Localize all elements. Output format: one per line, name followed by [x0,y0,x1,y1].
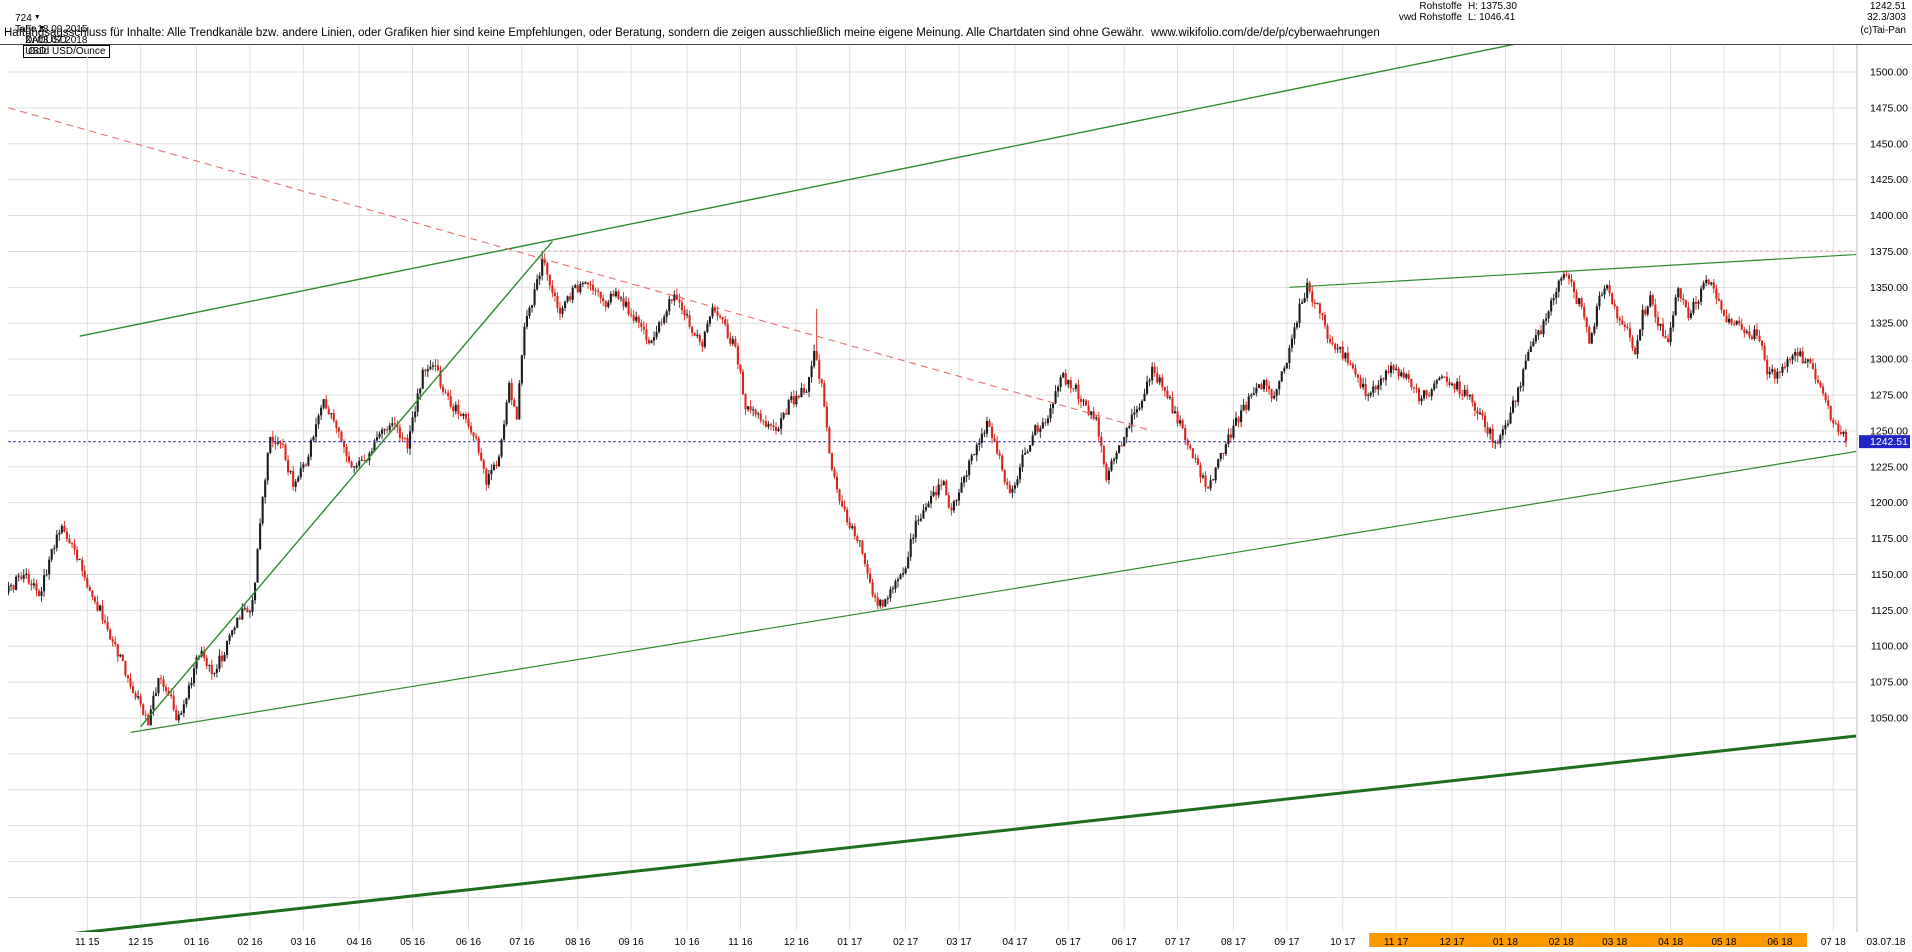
svg-text:11 17: 11 17 [1384,937,1409,948]
svg-text:1475.00: 1475.00 [1870,102,1908,114]
svg-text:12 15: 12 15 [128,937,153,948]
trendline-resistance-2018-green [1289,253,1856,288]
trendline-steep-2016-green [140,240,553,728]
currency-label: USD [25,46,47,57]
svg-text:06 18: 06 18 [1767,937,1792,948]
start-date: Fr 18.09.2015 [25,24,88,35]
svg-text:03 17: 03 17 [946,937,971,948]
grid-layer [8,46,1856,931]
svg-text:04 16: 04 16 [347,937,372,948]
price-axis: 1500.00 1475.00 1450.00 1425.00 1400.00 1375.… [1870,67,1908,725]
svg-text:01 16: 01 16 [184,937,209,948]
trendline-support-long-green [130,450,1856,733]
last-price-marker: 1242.51 [1859,435,1910,449]
svg-text:1500.00: 1500.00 [1870,67,1908,79]
trendline-support-thick-darkgreen [73,734,1856,932]
period-value: Tage [14,24,37,35]
svg-text:10 16: 10 16 [675,937,700,948]
end-date: Di 03.07.2018 [25,35,88,46]
svg-text:02 17: 02 17 [893,937,918,948]
header-left-row1: 724 ▼ Fr 18.09.2015 XAUUSD Gold USD/Ounce [4,1,111,68]
svg-text:02 16: 02 16 [237,937,262,948]
instrument-name-box: Gold USD/Ounce [23,45,111,58]
svg-text:06 16: 06 16 [456,937,481,948]
disclaimer-text: Haftungsausschluss für Inhalte: Alle Tre… [4,27,1380,39]
final-date-label: 03.07.18 [1867,937,1906,948]
svg-text:04 17: 04 17 [1002,937,1027,948]
period-high-value: H: 1375.30 [1468,1,1517,12]
svg-text:1275.00: 1275.00 [1870,390,1908,402]
svg-text:05 18: 05 18 [1711,937,1736,948]
svg-text:1175.00: 1175.00 [1871,533,1908,545]
svg-text:08 16: 08 16 [565,937,590,948]
svg-text:12 17: 12 17 [1440,937,1465,948]
svg-text:11 16: 11 16 [728,937,753,948]
overlay-lines [8,45,1856,932]
svg-text:1200.00: 1200.00 [1870,497,1908,509]
svg-text:07 17: 07 17 [1165,937,1190,948]
feed-provider: vwd Rohstoffe [1398,12,1462,23]
svg-text:1250.00: 1250.00 [1870,425,1908,437]
svg-text:1242.51: 1242.51 [1870,436,1908,448]
copyright-label: (c)Tai-Pan [1860,25,1906,36]
trendline-resistance-long-green [79,45,1515,337]
feed-name: Rohstoffe [1419,1,1462,12]
time-axis: 11 15 12 15 01 16 02 16 03 16 04 16 05 16 06 16… [75,937,1906,948]
svg-text:03 16: 03 16 [291,937,316,948]
svg-text:1325.00: 1325.00 [1870,318,1908,330]
svg-text:1050.00: 1050.00 [1870,713,1908,725]
trendline-downtrend-red-dashed [8,107,1153,432]
svg-text:1125.00: 1125.00 [1871,605,1908,617]
svg-text:09 16: 09 16 [619,937,644,948]
svg-text:04 18: 04 18 [1658,937,1683,948]
bars-count-value: 724 [15,13,32,24]
svg-text:1350.00: 1350.00 [1870,282,1908,294]
svg-text:01 17: 01 17 [837,937,862,948]
period-low-value: L: 1046.41 [1468,12,1516,23]
svg-text:1300.00: 1300.00 [1870,354,1908,366]
svg-text:1425.00: 1425.00 [1870,174,1908,186]
header-last-price: 1242.51 [1869,1,1906,12]
svg-text:11 15: 11 15 [75,937,100,948]
svg-text:03 18: 03 18 [1602,937,1627,948]
svg-text:05 17: 05 17 [1056,937,1081,948]
svg-text:1400.00: 1400.00 [1870,210,1908,222]
svg-text:01 18: 01 18 [1493,937,1518,948]
svg-text:09 17: 09 17 [1274,937,1299,948]
indicator-value: 32.3/303 [1867,12,1906,23]
bars-count-dropdown[interactable]: 724 ▼ [15,13,43,24]
svg-text:07 18: 07 18 [1821,937,1846,948]
svg-text:02 18: 02 18 [1549,937,1574,948]
svg-text:10 17: 10 17 [1330,937,1355,948]
chevron-down-icon: ▼ [33,14,41,21]
period-dropdown[interactable]: Tage ▼ [15,24,48,35]
period-highlight-band [1369,933,1807,947]
symbol-label: XAUUSD [25,35,67,46]
candles-layer[interactable] [8,251,1848,726]
svg-text:08 17: 08 17 [1221,937,1246,948]
svg-text:1150.00: 1150.00 [1871,569,1908,581]
svg-text:12 16: 12 16 [784,937,809,948]
chevron-down-icon: ▼ [38,25,46,32]
svg-text:05 16: 05 16 [400,937,425,948]
svg-text:06 17: 06 17 [1112,937,1137,948]
svg-text:07 16: 07 16 [509,937,534,948]
svg-text:1075.00: 1075.00 [1870,677,1908,689]
svg-text:1225.00: 1225.00 [1870,461,1908,473]
svg-text:1450.00: 1450.00 [1870,138,1908,150]
header-left-row2: Tage ▼ Di 03.07.2018 USD [4,12,87,68]
svg-text:1375.00: 1375.00 [1870,246,1908,258]
svg-text:1100.00: 1100.00 [1871,641,1908,653]
